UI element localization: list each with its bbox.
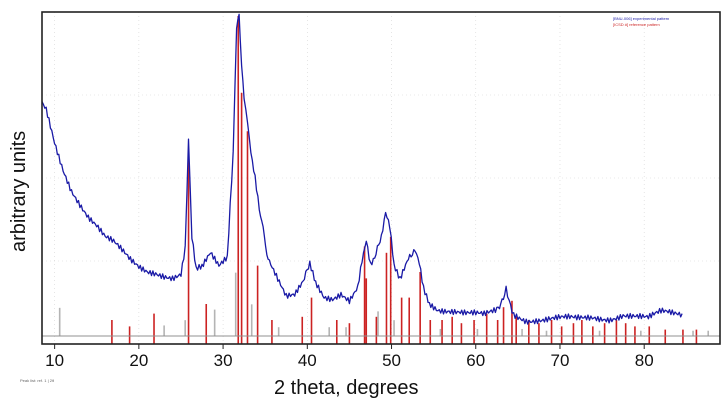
- experimental-pattern-line: [41, 13, 683, 325]
- reference-sticks: [58, 16, 710, 344]
- grid-lines: [42, 12, 720, 344]
- x-tick-label: 30: [214, 351, 233, 370]
- legend: [BNU-006] experimental pattern [ICSD #] …: [613, 16, 669, 27]
- x-tick-label: 10: [45, 351, 64, 370]
- x-tick-label: 20: [129, 351, 148, 370]
- y-axis-title: arbitrary units: [8, 131, 30, 252]
- footnote: Peak list: ref. 1 | 2θ: [20, 378, 55, 383]
- plot-frame: [41, 11, 721, 345]
- x-axis-title: 2 theta, degrees: [274, 377, 419, 399]
- x-tick-label: 50: [382, 351, 401, 370]
- legend-entry-experimental: [BNU-006] experimental pattern: [613, 16, 669, 21]
- x-tick-label: 80: [635, 351, 654, 370]
- x-axis-ticks: 10 20 30 40 50 60 70 80: [45, 344, 654, 370]
- x-tick-label: 60: [466, 351, 485, 370]
- x-tick-label: 70: [551, 351, 570, 370]
- x-tick-label: 40: [298, 351, 317, 370]
- legend-entry-reference: [ICSD #] reference pattern: [613, 22, 660, 27]
